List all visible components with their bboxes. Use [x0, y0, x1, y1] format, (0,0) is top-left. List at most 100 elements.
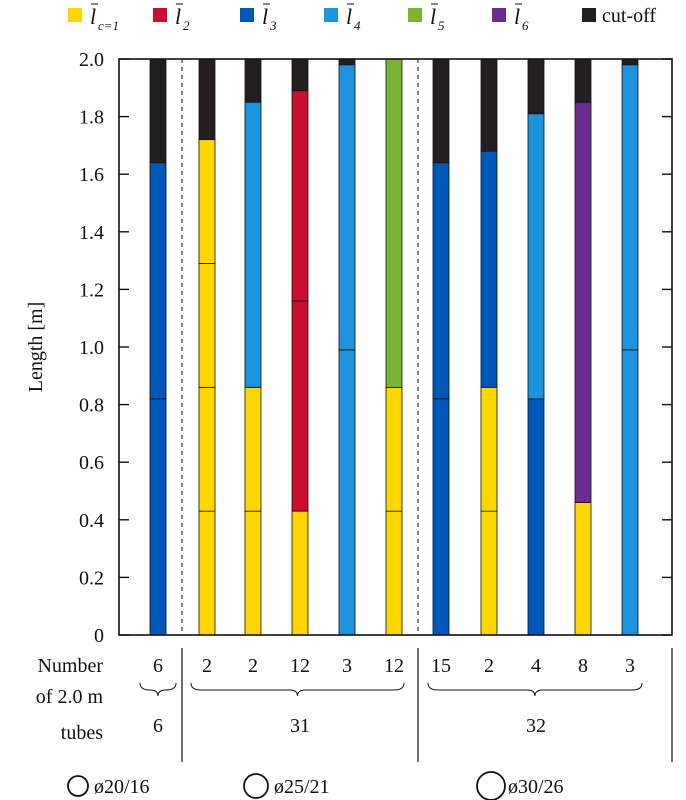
tube-count-8: 2	[484, 655, 494, 677]
tube-count-table: Number of 2.0 m tubes 6 2 2 12 3 12 15 2 4 8 3 6 31 32 ø2…	[36, 648, 673, 800]
legend-label-l2: l	[175, 4, 181, 29]
bar-9-segment-1	[527, 398, 545, 636]
bar-8-segment-4	[480, 58, 498, 152]
bar-4-segment-1	[291, 510, 309, 636]
diameter-circle-3	[476, 771, 506, 800]
legend-swatch-l2	[153, 8, 167, 22]
bar-9-segment-3	[527, 58, 545, 115]
legend-label-l1: l	[90, 4, 96, 29]
bar-8-segment-3	[480, 150, 498, 388]
bar-7-segment-3	[432, 58, 450, 164]
bar-11-segment-3	[621, 58, 639, 66]
tube-count-1: 6	[153, 655, 163, 677]
legend-swatch-l5	[408, 8, 422, 22]
tube-count-2: 2	[202, 655, 212, 677]
legend-label-l3: l	[262, 4, 268, 29]
group-brace-3	[427, 682, 643, 697]
tube-count-10: 8	[578, 655, 588, 677]
tube-count-3: 2	[248, 655, 258, 677]
legend-label-l6: l	[514, 4, 520, 29]
bar-3-segment-3	[244, 101, 262, 388]
bar-11-segment-1	[621, 349, 639, 636]
y-tick-label-10: 2.0	[79, 49, 104, 71]
legend-label-l4: l	[346, 4, 352, 29]
bar-3-segment-4	[244, 58, 262, 103]
legend-sub-l1: c=1	[98, 18, 119, 33]
bar-7-segment-1	[432, 398, 450, 636]
tube-count-7: 15	[431, 655, 451, 677]
bar-2-segment-5	[198, 58, 216, 141]
y-tick-label-4: 0.8	[79, 395, 104, 417]
tube-count-11: 3	[625, 655, 635, 677]
y-axis-label: Length [m]	[25, 302, 47, 393]
legend-label-cut: cut-off	[602, 5, 656, 27]
bar-1-segment-1	[149, 398, 167, 636]
bar-2-segment-4	[198, 139, 216, 264]
group-total-2: 31	[290, 715, 310, 737]
legend-swatch-l6	[492, 8, 506, 22]
legend-label-l5: l	[430, 4, 436, 29]
row-label-line-2: of 2.0 m	[36, 686, 104, 708]
bar-2-segment-1	[198, 510, 216, 636]
legend-sub-l3: 3	[269, 18, 277, 33]
bar-6-segment-2	[385, 386, 403, 512]
legend-swatch-cut	[582, 8, 596, 22]
tube-count-4: 12	[290, 655, 310, 677]
tube-count-6: 12	[384, 655, 404, 677]
bar-9-segment-2	[527, 113, 545, 400]
y-axis: 0 0.2 0.4 0.6 0.8 1.0 1.2 1.4 1.6 1.8 2.0	[79, 49, 672, 647]
bar-10-segment-1	[574, 502, 592, 636]
bar-6-segment-3	[385, 58, 403, 388]
bar-4-segment-4	[291, 58, 309, 92]
legend-sub-l2: 2	[183, 18, 190, 33]
legend-swatch-l4	[324, 8, 338, 22]
legend-sub-l5: 5	[438, 18, 445, 33]
legend: l c=1 l 2 l 3 l 4 l 5 l 6 cut-off	[68, 3, 656, 33]
y-tick-label-3: 0.6	[79, 452, 104, 474]
bar-5-segment-1	[338, 349, 356, 636]
row-label-line-3: tubes	[61, 722, 103, 744]
diameter-label-3: ø30/26	[508, 776, 564, 798]
diameter-label-2: ø25/21	[274, 776, 330, 798]
bars	[149, 58, 639, 636]
diameter-circle-2	[243, 773, 269, 799]
bar-8-segment-2	[480, 386, 498, 512]
group-total-3: 32	[526, 715, 546, 737]
y-tick-label-1: 0.2	[79, 567, 104, 589]
bar-2-segment-2	[198, 386, 216, 512]
bar-11-segment-2	[621, 64, 639, 351]
bar-2-segment-3	[198, 263, 216, 388]
bar-8-segment-1	[480, 510, 498, 636]
bar-1-segment-2	[149, 162, 167, 400]
y-tick-label-8: 1.6	[79, 164, 104, 186]
legend-sub-l4: 4	[354, 18, 361, 33]
y-tick-label-6: 1.2	[79, 279, 104, 301]
bar-10-segment-3	[574, 58, 592, 103]
legend-sub-l6: 6	[522, 18, 529, 33]
bar-3-segment-1	[244, 510, 262, 636]
y-tick-label-2: 0.4	[79, 510, 104, 532]
bar-10-segment-2	[574, 101, 592, 503]
bar-3-segment-2	[244, 386, 262, 512]
tube-count-9: 4	[531, 655, 541, 677]
diameter-circle-1	[67, 775, 89, 797]
bar-5-segment-3	[338, 58, 356, 66]
bar-7-segment-2	[432, 162, 450, 400]
tube-count-5: 3	[342, 655, 352, 677]
y-tick-label-9: 1.8	[79, 107, 104, 129]
group-brace-1	[139, 682, 177, 697]
bar-6-segment-1	[385, 510, 403, 636]
legend-swatch-l3	[240, 8, 254, 22]
row-label-line-1: Number	[37, 655, 103, 677]
y-tick-label-7: 1.4	[79, 222, 104, 244]
bar-4-segment-2	[291, 300, 309, 512]
bar-5-segment-2	[338, 64, 356, 351]
legend-swatch-l1	[68, 8, 82, 22]
group-brace-2	[190, 682, 405, 697]
bar-1-segment-3	[149, 58, 167, 164]
diameter-label-1: ø20/16	[94, 776, 150, 798]
bar-4-segment-3	[291, 90, 309, 302]
y-tick-label-0: 0	[94, 625, 104, 647]
y-tick-label-5: 1.0	[79, 337, 104, 359]
